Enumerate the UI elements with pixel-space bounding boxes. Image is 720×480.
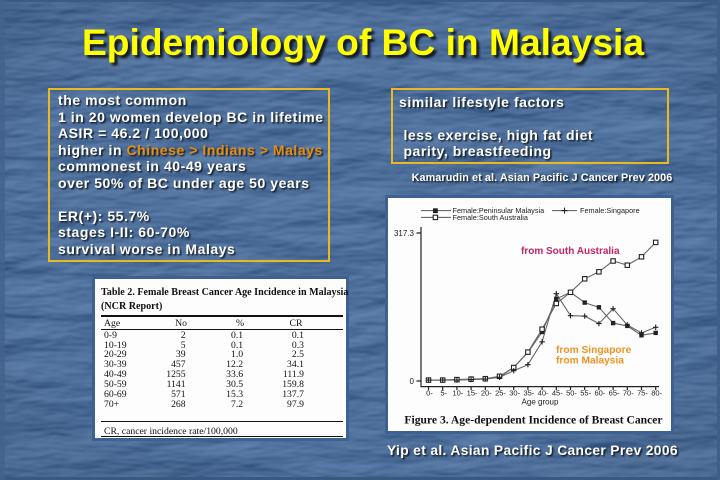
- svg-text:Figure 3. Age-dependent Incide: Figure 3. Age-dependent Incidence of Bre…: [404, 414, 662, 427]
- svg-text:75-: 75-: [637, 389, 648, 398]
- svg-text:Female:Singapore: Female:Singapore: [580, 206, 640, 215]
- svg-text:55-: 55-: [580, 389, 591, 398]
- svg-text:80-: 80-: [651, 389, 662, 398]
- svg-text:65-: 65-: [609, 389, 620, 398]
- svg-text:35-: 35-: [523, 389, 534, 398]
- svg-text:5-: 5-: [440, 389, 447, 398]
- svg-text:40-: 40-: [538, 389, 549, 398]
- svg-text:50-: 50-: [566, 389, 577, 398]
- svg-text:45-: 45-: [552, 389, 563, 398]
- svg-text:from Singapore: from Singapore: [556, 345, 632, 356]
- svg-text:Female:South Australia: Female:South Australia: [453, 213, 529, 222]
- svg-text:10-: 10-: [452, 389, 463, 398]
- svg-text:25-: 25-: [495, 389, 506, 398]
- svg-text:Female:Peninsular Malaysia: Female:Peninsular Malaysia: [453, 206, 546, 215]
- svg-text:30-: 30-: [509, 389, 520, 398]
- svg-text:Age group: Age group: [522, 398, 559, 407]
- svg-text:70-: 70-: [623, 389, 634, 398]
- svg-text:0-: 0-: [426, 389, 433, 398]
- svg-text:0: 0: [410, 377, 415, 386]
- svg-text:317.3: 317.3: [394, 229, 415, 238]
- svg-text:from Malaysia: from Malaysia: [556, 356, 624, 367]
- svg-text:from South Australia: from South Australia: [521, 246, 620, 257]
- svg-text:20-: 20-: [481, 389, 492, 398]
- svg-text:60-: 60-: [594, 389, 605, 398]
- svg-text:15-: 15-: [467, 389, 478, 398]
